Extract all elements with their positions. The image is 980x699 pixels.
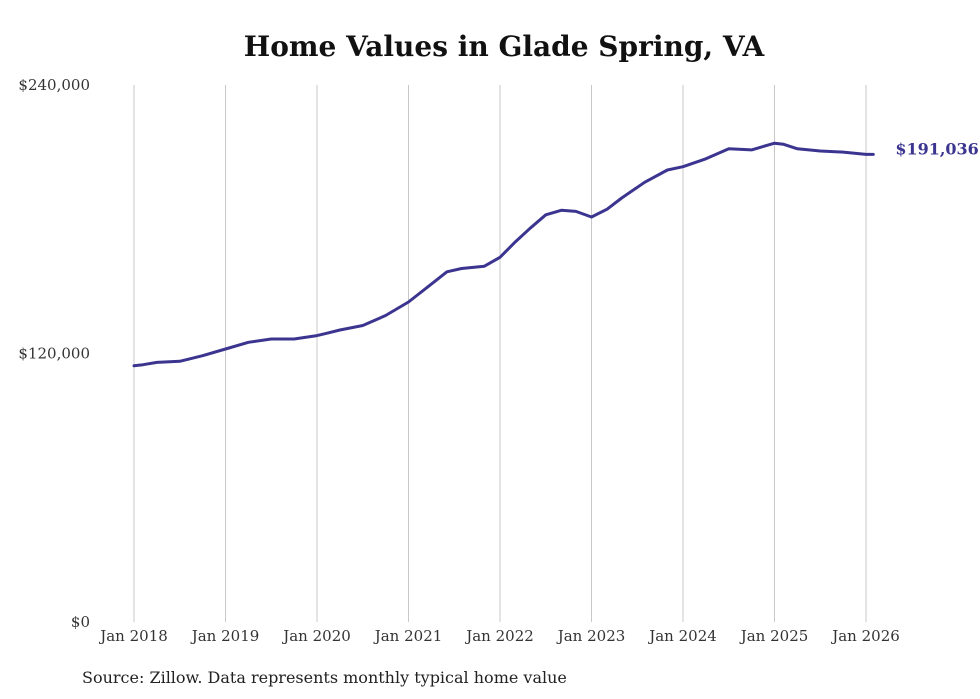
end-label-layer: $191,036 (895, 139, 979, 158)
x-tick-label: Jan 2022 (464, 627, 534, 645)
x-tick-label: Jan 2023 (556, 627, 626, 645)
x-tick-label: Jan 2019 (190, 627, 260, 645)
series-line (132, 141, 875, 368)
series-layer (132, 141, 875, 368)
x-axis-ticks: Jan 2018 Jan 2019 Jan 2020 Jan 2021 Jan 2022… (98, 627, 900, 645)
x-tick-label: Jan 2024 (647, 627, 717, 645)
y-tick-label: $0 (71, 613, 90, 631)
y-tick-label: $240,000 (18, 76, 90, 94)
x-tick-label: Jan 2026 (830, 627, 900, 645)
chart-title: Home Values in Glade Spring, VA (243, 30, 765, 63)
x-tick-label: Jan 2021 (373, 627, 443, 645)
source-note: Source: Zillow. Data represents monthly … (82, 668, 567, 687)
end-value-label: $191,036 (895, 139, 979, 158)
y-tick-label: $120,000 (18, 345, 90, 363)
gridlines (133, 85, 867, 622)
x-tick-label: Jan 2020 (281, 627, 351, 645)
x-tick-label: Jan 2018 (98, 627, 168, 645)
y-axis-ticks: $0 $120,000 $240,000 (18, 76, 90, 631)
x-tick-label: Jan 2025 (739, 627, 809, 645)
